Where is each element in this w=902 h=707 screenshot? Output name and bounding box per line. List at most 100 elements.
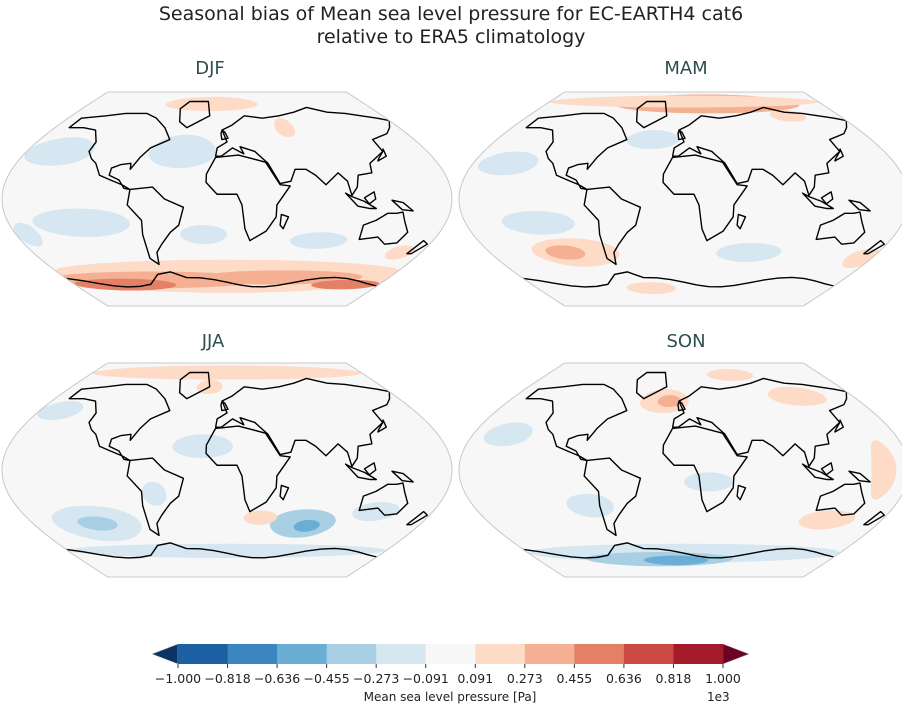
colorbar-over-arrow <box>722 643 750 665</box>
bias-contour <box>626 282 676 295</box>
coastline <box>583 186 642 266</box>
coastline <box>834 148 844 162</box>
coastline <box>848 470 871 483</box>
colorbar-segment <box>475 644 526 664</box>
bias-contour <box>545 245 586 260</box>
bias-contour <box>93 365 361 380</box>
panel-title-djf: DJF <box>195 58 225 79</box>
colorbar-segment <box>574 644 625 664</box>
coastline <box>344 463 378 481</box>
coastline <box>635 371 668 400</box>
coastline <box>736 213 747 230</box>
figure-title-line2: relative to ERA5 climatology <box>316 26 586 48</box>
bias-contour <box>716 242 782 263</box>
map-background <box>459 363 902 577</box>
bias-contour <box>165 96 258 112</box>
colorbar-segment <box>524 644 575 664</box>
bias-contour <box>148 134 216 169</box>
bias-contour <box>77 516 118 531</box>
coastline <box>377 148 387 162</box>
colorbar-tick-label: 0.818 <box>655 671 692 686</box>
bias-contour <box>643 555 709 566</box>
colorbar-tick-label: 0.091 <box>457 671 494 686</box>
coastline <box>820 462 834 476</box>
bias-contour <box>24 137 95 166</box>
coastline <box>583 457 642 537</box>
bias-contour <box>550 95 818 108</box>
coastline <box>834 419 844 433</box>
coastline <box>126 186 185 266</box>
bias-contour <box>706 368 754 381</box>
bias-contour <box>501 210 575 235</box>
bias-contour <box>870 440 897 500</box>
colorbar-tick-label: −0.273 <box>353 671 400 686</box>
bias-contour <box>384 245 415 260</box>
bias-contour <box>199 270 363 285</box>
coastline <box>214 106 391 197</box>
map-djf <box>2 92 452 306</box>
colorbar-tick-label: 0.455 <box>556 671 593 686</box>
coastline <box>863 239 886 255</box>
coastline-antarctica <box>66 542 378 559</box>
coastline <box>214 377 391 468</box>
figure-title-line1: Seasonal bias of Mean sea level pressure… <box>158 3 744 25</box>
coastline <box>178 371 211 400</box>
colorbar-tick-label: 1.000 <box>705 671 741 686</box>
colorbar-segment <box>673 644 724 664</box>
colorbar-tick-label: −0.636 <box>253 671 301 686</box>
bias-contour <box>767 386 827 406</box>
coastline <box>344 192 378 210</box>
bias-contour <box>37 401 84 421</box>
coastline <box>363 462 377 476</box>
coastline <box>863 510 886 526</box>
bias-contour <box>477 151 539 176</box>
coastline <box>358 211 409 245</box>
bias-contour <box>274 118 296 138</box>
bias-contour <box>289 232 348 249</box>
bias-contour <box>180 225 227 245</box>
bias-contour <box>172 434 234 459</box>
bias-contour <box>68 543 386 558</box>
panel-title-mam: MAM <box>664 58 708 79</box>
coastline <box>363 191 377 205</box>
coastline <box>662 154 748 242</box>
bias-contour <box>483 422 533 447</box>
coastline <box>391 470 414 483</box>
colorbar-segment <box>178 644 229 664</box>
coastline <box>635 100 668 129</box>
map-border <box>1 91 453 307</box>
coastline <box>406 510 429 526</box>
colorbar-tick-label: 0.636 <box>606 671 642 686</box>
coastline <box>126 457 185 537</box>
coastline-antarctica <box>66 271 378 288</box>
coastline <box>736 484 747 501</box>
coastline <box>815 482 866 516</box>
colorbar-segment <box>326 644 377 664</box>
bias-contour <box>684 472 734 492</box>
coastline <box>68 112 171 191</box>
bias-contour <box>842 248 880 268</box>
coastline <box>820 191 834 205</box>
colorbar-tick-label: −1.000 <box>154 671 202 686</box>
panel-title-son: SON <box>666 331 706 352</box>
colorbar-segment <box>376 644 427 664</box>
bias-contour <box>352 502 400 522</box>
map-son <box>459 363 902 577</box>
bias-contour <box>293 519 320 532</box>
coastline <box>671 377 848 468</box>
coastline <box>205 425 291 513</box>
coastline <box>662 425 748 513</box>
colorbar-tick-label: −0.455 <box>303 671 350 686</box>
colorbar-tick-label: 0.273 <box>506 671 543 686</box>
bias-contour <box>243 510 278 525</box>
coastline <box>525 383 628 462</box>
coastline <box>671 106 848 197</box>
colorbar-label: Mean sea level pressure [Pa] <box>363 690 537 704</box>
bias-contour <box>32 208 130 238</box>
map-jja <box>2 363 452 577</box>
bias-contour <box>657 395 682 407</box>
colorbar-tick-label: −0.818 <box>204 671 251 686</box>
coastline <box>801 192 835 210</box>
colorbar-segment <box>425 644 476 664</box>
